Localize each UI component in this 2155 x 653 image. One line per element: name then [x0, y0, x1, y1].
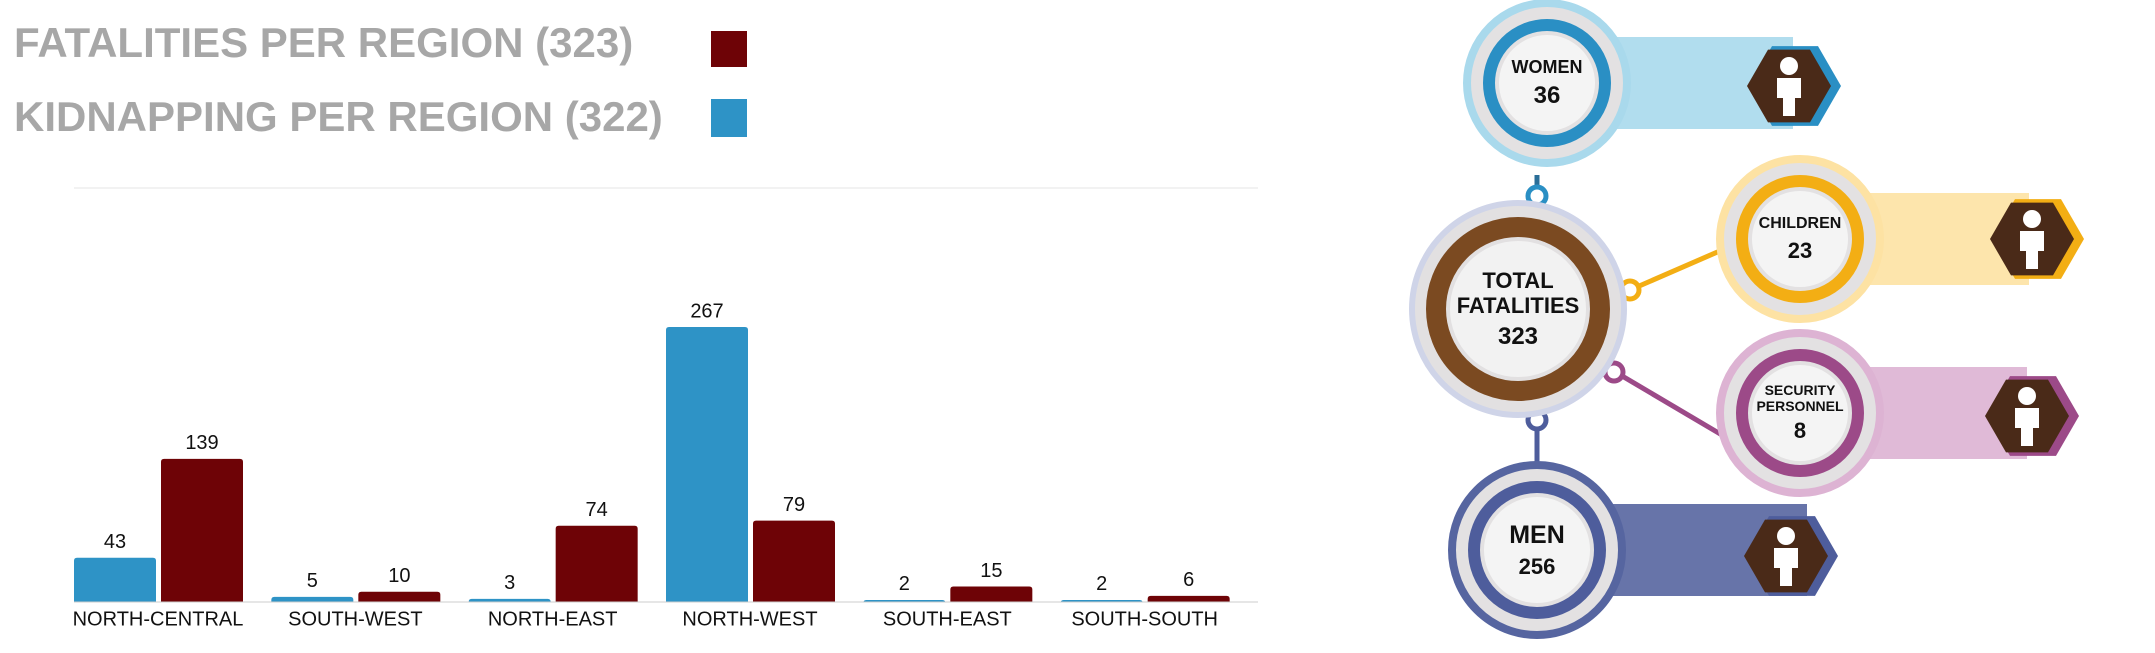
value-label: 74 — [586, 499, 608, 521]
bar — [358, 591, 441, 602]
icon-head — [1780, 57, 1798, 75]
circle-label: SECURITY PERSONNEL 8 — [1754, 367, 1846, 459]
total-inner — [1450, 241, 1586, 377]
icon-head — [2023, 210, 2041, 228]
circle-label: TOTAL FATALITIES 323 — [1456, 249, 1580, 369]
label-text: SECURITY PERSONNEL — [1756, 382, 1844, 415]
total-ring — [1426, 217, 1610, 401]
bar — [468, 598, 551, 602]
value-label: 43 — [104, 531, 126, 553]
value-label: 2 — [899, 573, 910, 595]
x-tick-label: NORTH-WEST — [682, 608, 817, 630]
legend-swatch — [711, 99, 747, 137]
bar — [753, 520, 835, 602]
label-text: WOMEN — [1511, 56, 1583, 77]
label-text: MEN — [1509, 520, 1565, 549]
label-value: 323 — [1497, 322, 1539, 350]
bar — [271, 596, 354, 602]
icon-body — [1777, 78, 1801, 116]
label-value: 36 — [1533, 81, 1561, 109]
icon-body — [2015, 408, 2039, 446]
inner — [1484, 497, 1590, 603]
label-value: 8 — [1793, 418, 1807, 444]
value-label: 2 — [1096, 573, 1107, 595]
inner — [1752, 365, 1848, 461]
bar — [161, 458, 243, 602]
value-label: 15 — [980, 560, 1002, 582]
icon-body — [2020, 231, 2044, 269]
value-label: 79 — [783, 494, 805, 516]
circle-label: CHILDREN 23 — [1754, 193, 1846, 285]
bar — [1060, 599, 1143, 603]
value-label: 5 — [307, 570, 318, 592]
connector — [1629, 247, 1723, 293]
label-value: 23 — [1787, 237, 1813, 263]
x-tick-label: NORTH-CENTRAL — [73, 608, 244, 630]
value-label: 3 — [504, 572, 515, 594]
circle-label: WOMEN 36 — [1501, 37, 1593, 129]
label-text: CHILDREN — [1758, 215, 1842, 233]
label-text: TOTAL FATALITIES — [1456, 267, 1580, 319]
legend-label: FATALITIES PER REGION (323) — [14, 19, 633, 66]
icon-body — [1774, 548, 1798, 586]
icon-head — [1777, 527, 1795, 545]
color-ring — [1468, 481, 1606, 619]
x-tick-label: NORTH-EAST — [488, 608, 618, 630]
connector — [1610, 367, 1724, 438]
inner — [1499, 35, 1595, 131]
bar — [950, 586, 1033, 602]
color-ring — [1483, 19, 1611, 147]
bar — [555, 525, 638, 602]
value-label: 10 — [388, 565, 410, 587]
x-tick-label: SOUTH-SOUTH — [1071, 608, 1218, 630]
value-label: 139 — [185, 432, 218, 454]
x-tick-label: SOUTH-WEST — [288, 608, 422, 630]
color-ring — [1736, 175, 1864, 303]
legend-swatch — [711, 31, 747, 67]
value-label: 6 — [1183, 569, 1194, 591]
bar — [666, 327, 748, 602]
bar — [1147, 595, 1230, 602]
circle-label: MEN 256 — [1486, 499, 1588, 601]
label-value: 256 — [1518, 553, 1556, 579]
bar — [74, 557, 156, 602]
x-tick-label: SOUTH-EAST — [883, 608, 1012, 630]
bar — [863, 599, 946, 603]
color-ring — [1736, 349, 1864, 477]
inner — [1752, 191, 1848, 287]
value-label: 267 — [690, 300, 723, 322]
icon-head — [2018, 387, 2036, 405]
legend-label: KIDNAPPING PER REGION (322) — [14, 93, 663, 140]
